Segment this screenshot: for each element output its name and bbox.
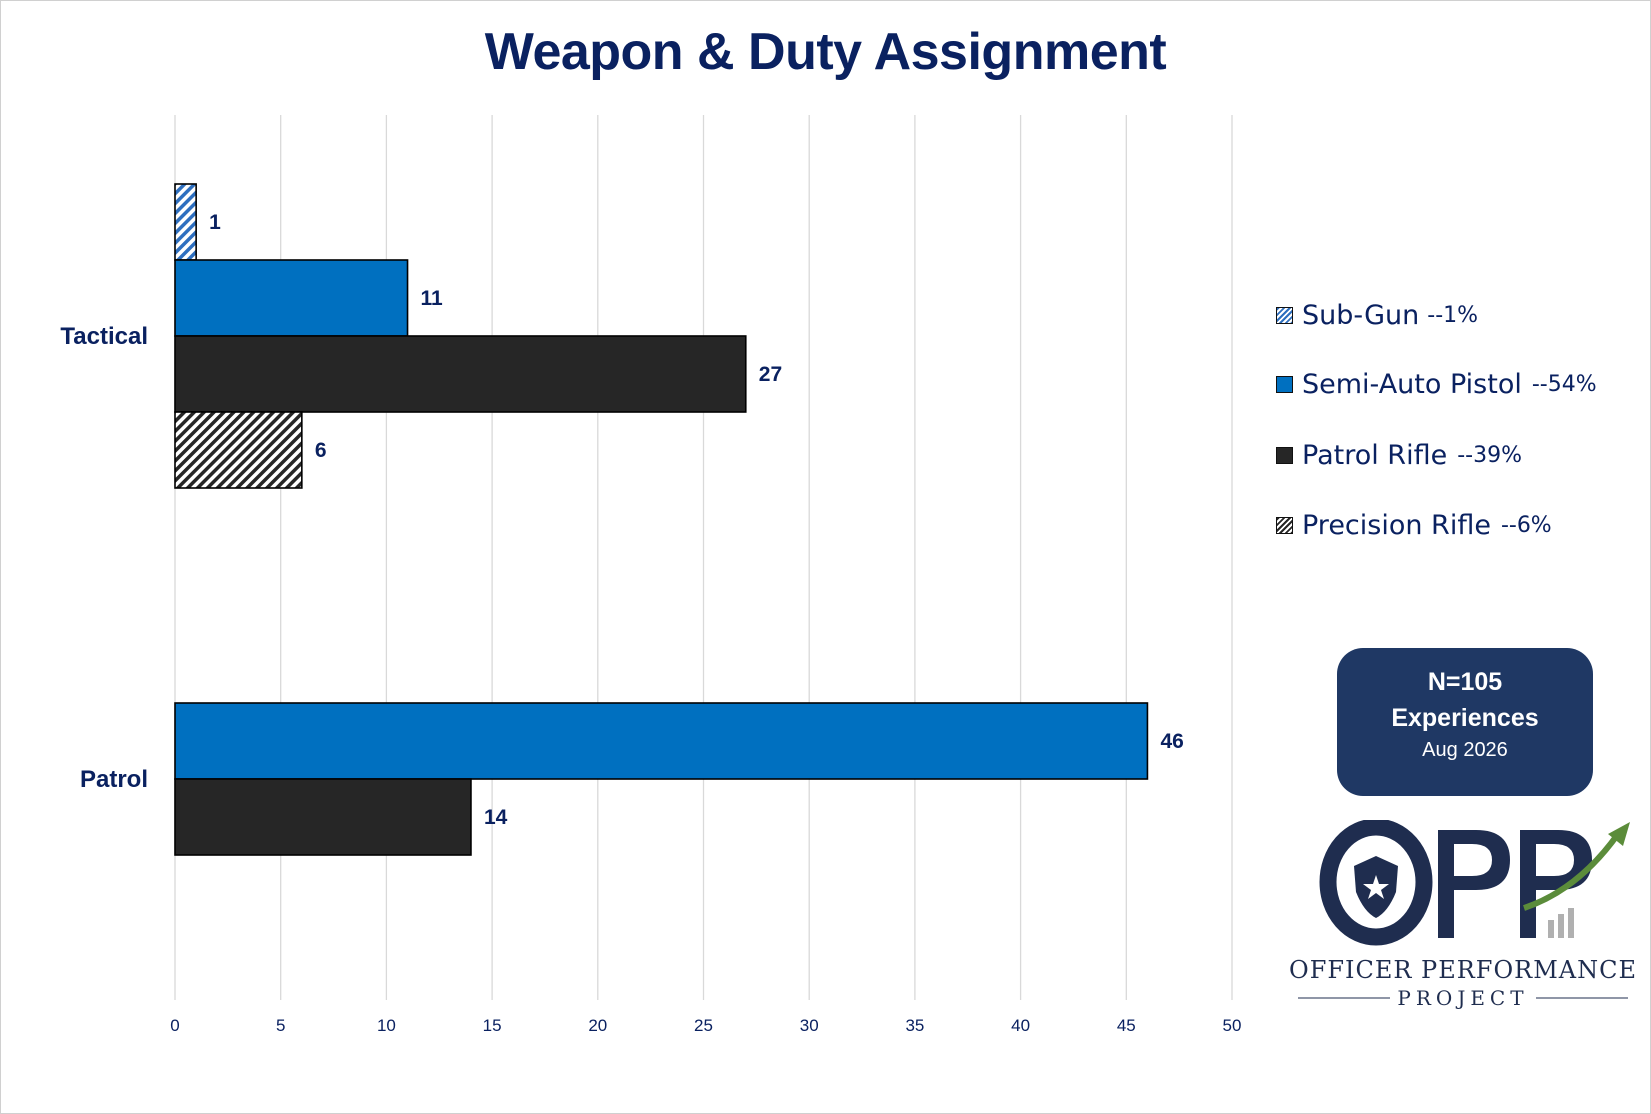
data-label: 11 [421,287,444,310]
x-tick-label: 10 [377,1016,396,1035]
bar-sub-gun-tactical [174,183,197,261]
x-tick-label: 15 [483,1016,502,1035]
legend-label: Precision Rifle [1302,509,1491,541]
legend-percent: --54% [1531,371,1597,397]
x-tick-label: 20 [588,1016,607,1035]
legend-label: Patrol Rifle [1302,439,1448,471]
data-label: 1 [209,211,221,234]
legend-percent: --6% [1500,512,1552,538]
logo-text-line2: PROJECT [1397,986,1529,1010]
category-label: Tactical [60,323,148,350]
legend-item-patrol-rifle: Patrol Rifle --39% [1276,435,1522,475]
x-tick-label: 40 [1011,1016,1030,1035]
data-label: 27 [759,363,782,386]
legend-percent: --1% [1427,302,1479,328]
legend-label: Sub-Gun [1302,299,1420,331]
shield-star-icon [1354,856,1398,918]
legend-swatch-sub-gun [1276,306,1293,324]
bar-patrol-rifle-tactical [174,335,747,413]
data-label: 6 [315,439,327,462]
x-tick-label: 5 [276,1016,285,1035]
sample-size: N=105 [1427,668,1503,696]
chart-title: Weapon & Duty Assignment [484,23,1167,81]
growth-arrow-icon [1523,832,1621,911]
legend-percent: --39% [1457,442,1522,468]
data-label: 46 [1160,730,1183,753]
sample-date: Aug 2026 [1422,739,1508,761]
x-tick-label: 45 [1117,1016,1136,1035]
bar-semi-auto-pistol-patrol [174,702,1149,780]
legend-item-semi-auto-pistol: Semi-Auto Pistol --54% [1276,364,1597,404]
data-label: 14 [484,806,508,829]
x-tick-label: 50 [1223,1016,1242,1035]
logo-text-line1: OFFICER PERFORMANCE [1289,956,1637,984]
legend-swatch-semi-auto-pistol [1276,375,1293,393]
legend-item-precision-rifle: Precision Rifle --6% [1276,505,1552,545]
bar-precision-rifle-tactical [174,411,303,489]
legend-swatch-patrol-rifle [1276,446,1293,464]
x-tick-label: 25 [694,1016,713,1035]
legend-swatch-precision-rifle [1276,516,1293,534]
bar-patrol-rifle-patrol [174,778,472,856]
x-tick-label: 0 [170,1016,179,1035]
legend-label: Semi-Auto Pistol [1302,368,1522,400]
x-tick-label: 35 [905,1016,924,1035]
bar-semi-auto-pistol-tactical [174,259,409,337]
opp-logo-mark [1319,818,1630,946]
legend-item-sub-gun: Sub-Gun --1% [1276,295,1478,335]
x-tick-label: 30 [800,1016,819,1035]
sample-size-box: N=105 Experiences Aug 2026 [1337,648,1593,796]
logo-rules [1298,997,1628,999]
sample-unit: Experiences [1391,704,1539,732]
opp-logo: OFFICER PERFORMANCE PROJECT [1278,818,1648,1020]
category-label: Patrol [80,766,148,793]
